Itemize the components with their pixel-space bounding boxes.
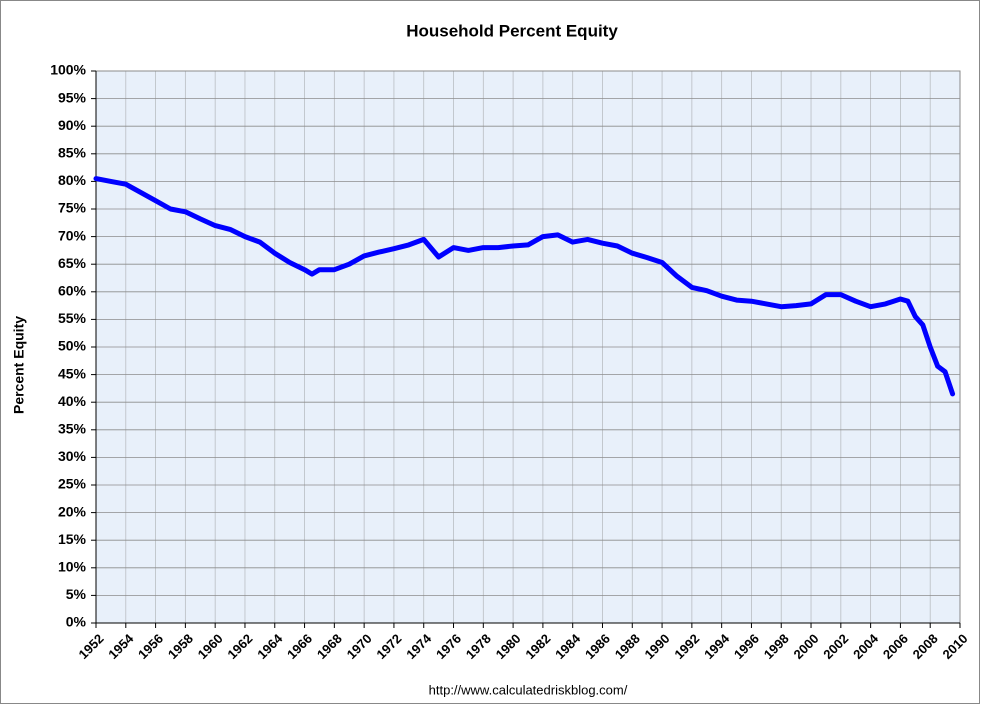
y-tick-label: 25% xyxy=(58,476,87,492)
y-axis-label: Percent Equity xyxy=(11,316,27,414)
y-tick-label: 50% xyxy=(58,338,87,354)
y-tick-label: 30% xyxy=(58,448,87,464)
chart-title: Household Percent Equity xyxy=(406,21,618,40)
y-tick-label: 75% xyxy=(58,200,87,216)
y-tick-label: 10% xyxy=(58,559,87,575)
y-tick-label: 60% xyxy=(58,283,87,299)
y-tick-label: 35% xyxy=(58,421,87,437)
y-tick-label: 55% xyxy=(58,310,87,326)
y-tick-label: 85% xyxy=(58,145,87,161)
y-tick-label: 95% xyxy=(58,89,87,105)
y-tick-label: 90% xyxy=(58,117,87,133)
source-note: http://www.calculatedriskblog.com/ xyxy=(429,682,628,697)
y-tick-label: 80% xyxy=(58,172,87,188)
y-tick-label: 15% xyxy=(58,531,87,547)
y-tick-label: 45% xyxy=(58,365,87,381)
y-tick-label: 20% xyxy=(58,503,87,519)
data-line xyxy=(93,176,956,397)
y-tick-label: 100% xyxy=(50,62,86,78)
y-tick-label: 40% xyxy=(58,393,87,409)
y-tick-label: 70% xyxy=(58,227,87,243)
y-tick-label: 65% xyxy=(58,255,87,271)
y-tick-label: 0% xyxy=(66,614,87,630)
y-tick-label: 5% xyxy=(66,586,87,602)
